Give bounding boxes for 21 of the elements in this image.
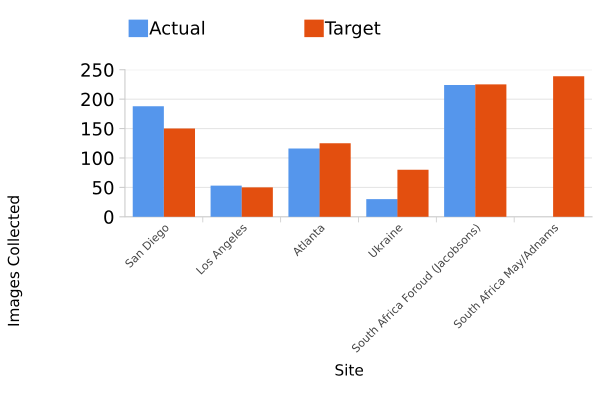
legend-label: Target — [324, 21, 380, 38]
bar — [366, 199, 398, 217]
bar — [164, 128, 196, 217]
bar — [444, 85, 476, 217]
bar — [397, 170, 429, 217]
bar — [475, 84, 506, 217]
y-tick-label: 150 — [82, 122, 114, 136]
y-tick-label: 0 — [104, 210, 114, 224]
bar — [553, 76, 584, 217]
y-tick-label: 100 — [82, 151, 114, 166]
legend-label: Actual — [149, 20, 204, 35]
y-tick-label: 50 — [92, 180, 114, 195]
y-axis-title: Images Collected — [7, 196, 22, 326]
bar — [132, 106, 164, 217]
bar — [242, 187, 273, 217]
y-tick-label: 250 — [81, 63, 114, 77]
bar — [288, 148, 320, 217]
x-axis-title: Site — [335, 364, 363, 376]
bar — [210, 186, 242, 217]
y-tick-label: 200 — [81, 92, 114, 106]
bar — [320, 143, 351, 217]
